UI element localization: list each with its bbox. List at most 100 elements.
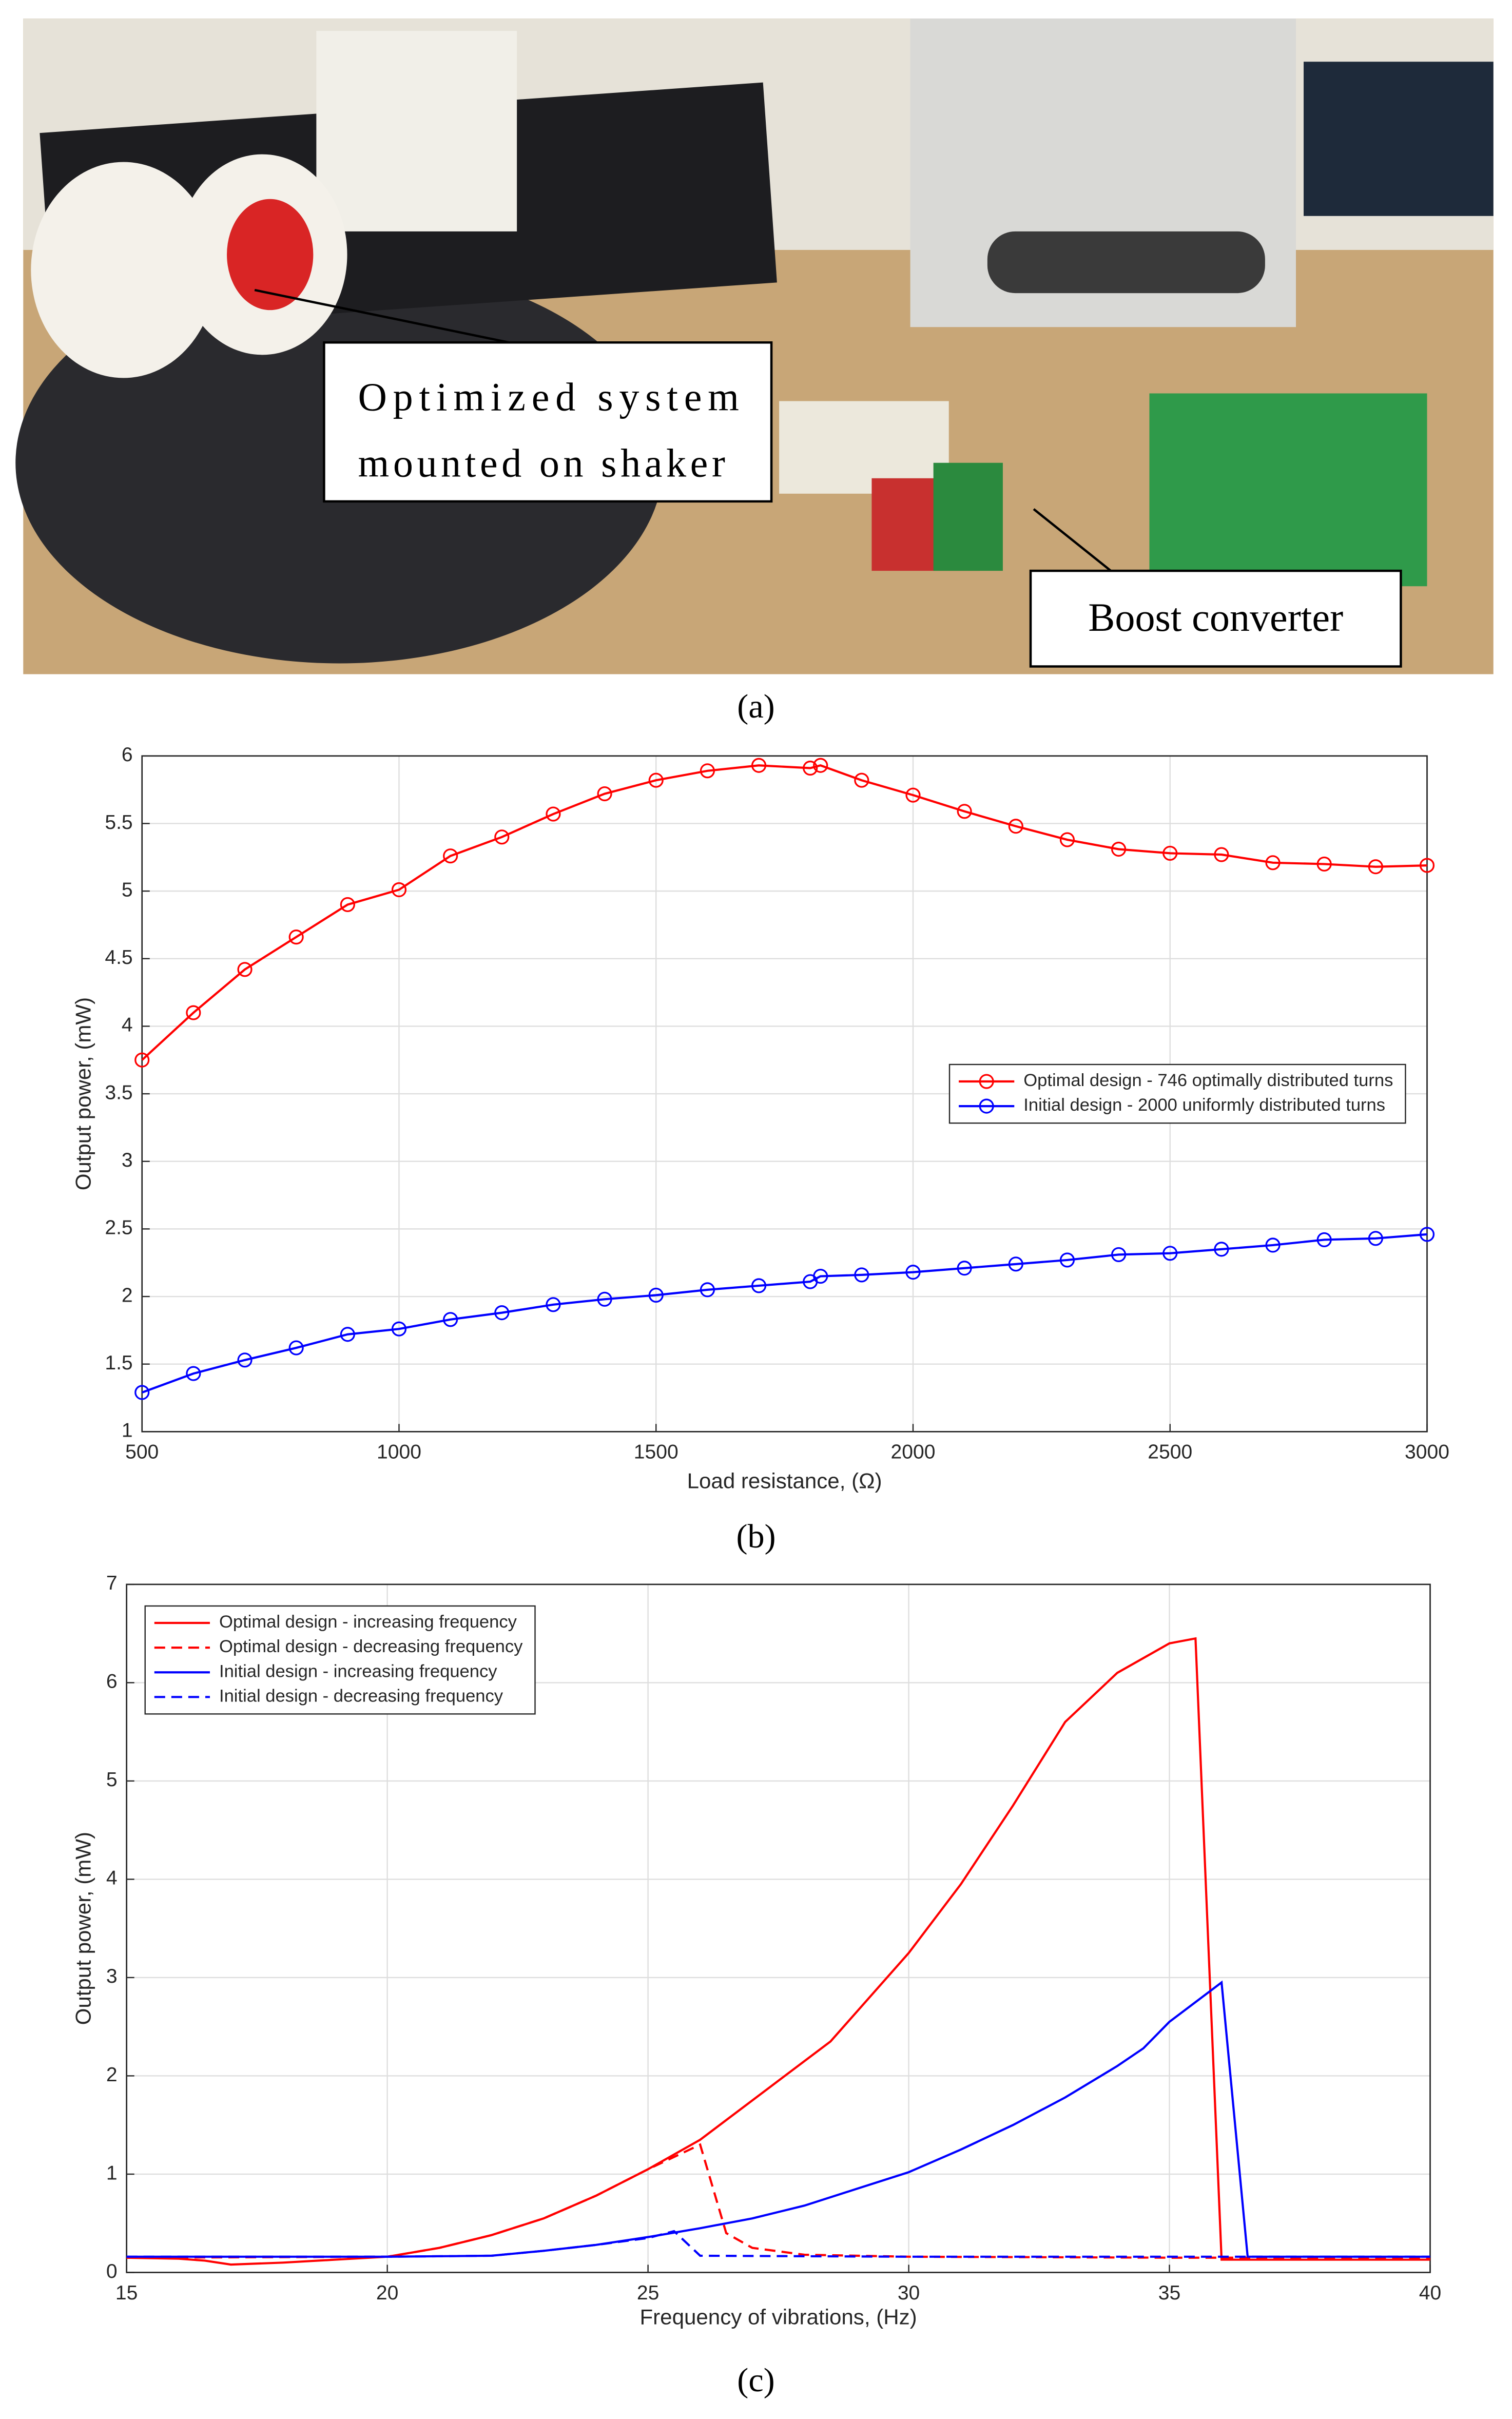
data-point xyxy=(1265,855,1281,870)
x-axis-label: Load resistance, (Ω) xyxy=(687,1469,882,1493)
y-tick-label: 4 xyxy=(106,1867,118,1889)
data-point xyxy=(1368,1231,1383,1246)
data-point xyxy=(1214,847,1229,862)
y-tick-label: 4.5 xyxy=(105,946,132,969)
data-point xyxy=(494,1305,510,1321)
legend-box xyxy=(144,1605,536,1715)
panel-label: (b) xyxy=(736,1518,776,1555)
data-point xyxy=(1111,1247,1127,1262)
magnet xyxy=(227,199,314,311)
data-point xyxy=(494,829,510,845)
y-tick-label: 3.5 xyxy=(105,1081,132,1104)
x-tick-label: 40 xyxy=(1419,2282,1441,2304)
computer-vent xyxy=(987,231,1265,294)
callout-text: Boost converter xyxy=(1088,595,1343,640)
x-tick-label: 1000 xyxy=(377,1441,421,1463)
legend-label: Initial design - 2000 uniformly distribu… xyxy=(1023,1095,1385,1115)
data-point xyxy=(340,1327,355,1342)
series-line xyxy=(126,2230,1430,2258)
data-point xyxy=(1419,1227,1435,1242)
y-tick-label: 2 xyxy=(106,2064,118,2086)
data-point xyxy=(1162,845,1178,861)
y-tick-label: 6 xyxy=(122,744,133,766)
y-tick-label: 6 xyxy=(106,1671,118,1693)
terminal-board xyxy=(1149,393,1427,587)
coil xyxy=(31,162,216,378)
legend-marker xyxy=(979,1074,994,1089)
y-tick-label: 5 xyxy=(106,1769,118,1791)
y-tick-label: 7 xyxy=(106,1572,118,1594)
data-point xyxy=(1008,819,1023,834)
data-point xyxy=(186,1005,201,1020)
data-point xyxy=(905,787,921,803)
data-point xyxy=(1111,841,1127,857)
legend-label: Optimal design - decreasing frequency xyxy=(219,1637,523,1656)
data-point xyxy=(648,1287,664,1303)
panel-label: (c) xyxy=(737,2362,774,2399)
x-tick-label: 1500 xyxy=(634,1441,679,1463)
data-point xyxy=(1059,1252,1075,1268)
x-tick-label: 500 xyxy=(125,1441,159,1463)
panel-label: (a) xyxy=(737,688,774,725)
data-point xyxy=(237,1352,253,1368)
legend-label: Initial design - increasing frequency xyxy=(219,1661,497,1681)
data-point xyxy=(237,962,253,977)
x-tick-label: 2500 xyxy=(1148,1441,1192,1463)
y-tick-label: 1.5 xyxy=(105,1352,132,1374)
data-point xyxy=(813,1268,828,1284)
y-tick-label: 1 xyxy=(122,1420,133,1442)
data-point xyxy=(134,1052,150,1068)
data-point xyxy=(813,758,828,773)
legend-label: Optimal design - increasing frequency xyxy=(219,1612,517,1632)
axis-frame xyxy=(141,755,1428,1433)
data-point xyxy=(288,930,304,945)
data-point xyxy=(1059,832,1075,847)
data-point xyxy=(391,882,407,898)
data-point xyxy=(391,1321,407,1337)
series-line xyxy=(126,2143,1430,2259)
callout-box xyxy=(1029,569,1402,668)
data-point xyxy=(288,1340,304,1356)
x-tick-label: 30 xyxy=(898,2282,920,2304)
axis-frame xyxy=(126,1583,1431,2273)
data-point xyxy=(700,763,715,779)
y-tick-label: 1 xyxy=(106,2162,118,2184)
data-point xyxy=(443,1312,458,1327)
series-line xyxy=(141,1233,1427,1394)
data-point xyxy=(1316,1232,1332,1248)
x-tick-label: 15 xyxy=(115,2282,138,2304)
data-point xyxy=(597,786,612,802)
data-point xyxy=(340,897,355,913)
callout-box xyxy=(323,341,773,503)
data-point xyxy=(546,1297,561,1312)
data-point xyxy=(751,758,767,773)
data-point xyxy=(854,1267,869,1283)
data-point xyxy=(134,1385,150,1400)
callout-pointer xyxy=(254,288,510,344)
series-line xyxy=(141,764,1427,1061)
y-tick-label: 3 xyxy=(106,1965,118,1987)
x-tick-label: 35 xyxy=(1158,2282,1180,2304)
data-point xyxy=(186,1366,201,1381)
y-tick-label: 3 xyxy=(122,1149,133,1171)
x-axis-label: Frequency of vibrations, (Hz) xyxy=(639,2305,917,2329)
data-point xyxy=(597,1291,612,1307)
legend-label: Initial design - decreasing frequency xyxy=(219,1686,503,1706)
y-axis-label: Output power, (mW) xyxy=(71,1832,95,2025)
data-point xyxy=(1008,1256,1023,1272)
legend-box xyxy=(948,1063,1406,1124)
x-tick-label: 2000 xyxy=(891,1441,936,1463)
data-point xyxy=(1214,1242,1229,1257)
callout-pointer xyxy=(1033,508,1112,572)
keyboard xyxy=(1304,62,1494,216)
mount xyxy=(316,31,517,231)
y-tick-label: 4 xyxy=(122,1014,133,1036)
data-point xyxy=(1162,1246,1178,1261)
legend-marker xyxy=(979,1098,994,1114)
converter-board xyxy=(933,462,1003,571)
data-point xyxy=(1368,859,1383,875)
data-point xyxy=(443,848,458,864)
callout-text: Optimized system xyxy=(358,374,739,419)
data-point xyxy=(957,1261,972,1276)
